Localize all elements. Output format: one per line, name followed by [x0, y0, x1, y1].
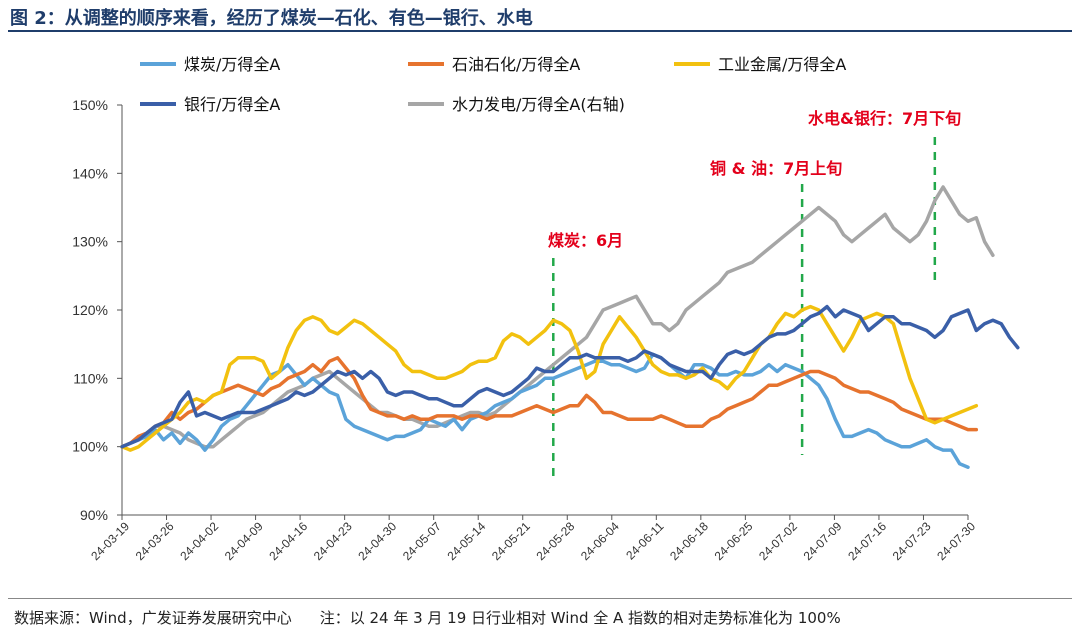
y-tick-label: 100%	[72, 439, 108, 455]
legend-label: 石油石化/万得全A	[452, 55, 580, 74]
series-layer	[120, 185, 1020, 469]
legend-label: 工业金属/万得全A	[718, 55, 846, 74]
x-tick-label: 24-04-02	[177, 519, 221, 563]
x-tick-label: 24-05-14	[444, 519, 488, 563]
y-tick-label: 140%	[72, 165, 108, 181]
x-tick-label: 24-03-19	[88, 519, 132, 563]
title-divider	[8, 30, 1072, 32]
x-tick-label: 24-04-16	[266, 519, 310, 563]
y-tick-label: 90%	[80, 507, 108, 523]
legend: 煤炭/万得全A 石油石化/万得全A 工业金属/万得全A 银行/万得全A 水力发电/万得全…	[140, 55, 846, 114]
x-tick-label: 24-04-09	[222, 519, 266, 563]
x-tick-label: 24-07-23	[890, 519, 934, 563]
y-tick-label: 150%	[72, 97, 108, 113]
x-tick-label: 24-06-25	[712, 519, 756, 563]
x-tick-label: 24-06-11	[623, 519, 666, 562]
x-tick-label: 24-07-02	[756, 519, 800, 563]
x-tick-label: 24-05-07	[400, 519, 444, 563]
x-tick-label: 24-05-28	[534, 519, 578, 563]
annotation-label: 铜 & 油：7月上旬	[710, 159, 842, 178]
axes-layer: 90% 100% 110% 120% 130% 140% 150% 24-03-19 24-03…	[72, 97, 978, 563]
legend-label: 银行/万得全A	[184, 95, 280, 114]
x-tick-label: 24-04-23	[311, 519, 355, 563]
legend-label: 水力发电/万得全A(右轴)	[452, 95, 625, 114]
series-line-1	[120, 356, 979, 449]
y-tick-label: 110%	[73, 370, 108, 386]
line-chart: 90% 100% 110% 120% 130% 140% 150% 24-03-19 24-03…	[72, 55, 1020, 563]
series-line-0	[120, 352, 970, 469]
x-tick-label: 24-05-21	[489, 519, 533, 563]
source-text: 数据来源：Wind，广发证券发展研究中心	[14, 609, 292, 627]
annotation-markers	[552, 137, 937, 482]
x-tick-label: 24-07-16	[845, 519, 889, 563]
annotation-label: 煤炭：6月	[548, 231, 623, 250]
legend-label: 煤炭/万得全A	[184, 55, 280, 74]
annotation-label: 水电&银行：7月下旬	[808, 109, 961, 128]
figure-footer: 数据来源：Wind，广发证券发展研究中心 注：以 24 年 3 月 19 日行业相…	[14, 607, 841, 628]
x-tick-label: 24-06-04	[578, 519, 622, 563]
y-tick-label: 120%	[72, 302, 108, 318]
series-line-3	[120, 304, 1020, 449]
x-tick-label: 24-06-18	[667, 519, 711, 563]
figure-title: 图 2：从调整的顺序来看，经历了煤炭—石化、有色—银行、水电	[10, 8, 533, 29]
annotations: 煤炭：6月 铜 & 油：7月上旬 水电&银行：7月下旬	[548, 109, 961, 250]
series-line-2	[120, 304, 979, 452]
x-tick-label: 24-04-30	[355, 519, 399, 563]
x-tick-label: 24-07-30	[934, 519, 978, 563]
x-tick-label: 24-07-09	[801, 519, 845, 563]
footer-divider	[8, 598, 1072, 599]
y-tick-label: 130%	[72, 234, 108, 250]
note-text: 注：以 24 年 3 月 19 日行业相对 Wind 全 A 指数的相对走势标准…	[319, 609, 841, 627]
x-tick-label: 24-03-26	[133, 519, 177, 563]
